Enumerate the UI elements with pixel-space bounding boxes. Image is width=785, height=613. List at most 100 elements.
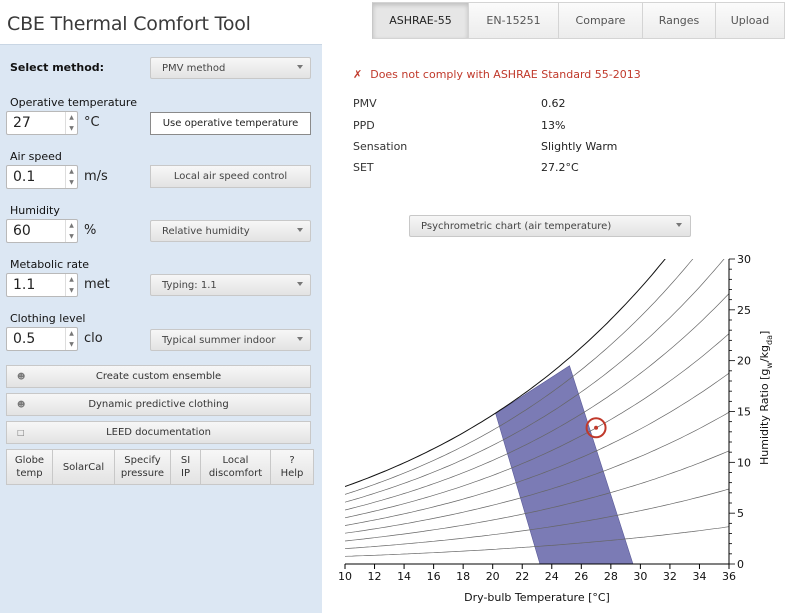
y-tick-label: 20 xyxy=(737,355,751,368)
chevron-down-icon xyxy=(297,65,303,69)
clothing-input[interactable]: 0.5 ▲ ▼ xyxy=(6,327,78,351)
globe-temp-button[interactable]: Globe temp xyxy=(7,450,53,484)
local-discomfort-line2: discomfort xyxy=(208,468,263,479)
local-discomfort-button[interactable]: Local discomfort xyxy=(201,450,271,484)
humidity-label: Humidity xyxy=(10,204,60,217)
tab-bar: ASHRAE-55 EN-15251 Compare Ranges Upload xyxy=(372,2,785,39)
globe-temp-line2: temp xyxy=(16,468,43,479)
y-tick-label: 25 xyxy=(737,304,751,317)
globe-temp-line1: Globe xyxy=(14,455,45,466)
specify-pressure-line2: pressure xyxy=(120,468,165,479)
x-tick-label: 20 xyxy=(486,570,500,583)
metabolic-value: 1.1 xyxy=(13,277,36,293)
select-method-label: Select method: xyxy=(10,61,105,74)
leed-documentation-button[interactable]: □ LEED documentation xyxy=(6,421,311,444)
set-value: 27.2°C xyxy=(541,161,579,174)
spinner-icon[interactable]: ▲ ▼ xyxy=(65,112,77,134)
metabolic-input[interactable]: 1.1 ▲ ▼ xyxy=(6,273,78,297)
spinner-icon[interactable]: ▲ ▼ xyxy=(65,274,77,296)
set-label: SET xyxy=(353,161,374,174)
metabolic-unit: met xyxy=(84,277,110,292)
y-tick-label: 15 xyxy=(737,406,751,419)
x-axis-label: Dry-bulb Temperature [°C] xyxy=(464,591,610,604)
tools-button-row: Globe temp SolarCal Specify pressure SI IP … xyxy=(6,449,314,485)
local-discomfort-line1: Local xyxy=(222,455,249,466)
metabolic-label: Metabolic rate xyxy=(10,258,90,271)
solarcal-button[interactable]: SolarCal xyxy=(53,450,115,484)
y-tick-label: 5 xyxy=(737,507,744,520)
clothing-unit: clo xyxy=(84,331,103,346)
specify-pressure-line1: Specify xyxy=(124,455,161,466)
chevron-down-icon xyxy=(676,223,682,227)
clothing-select[interactable]: Typical summer indoor xyxy=(150,329,311,351)
person-icon: ☻ xyxy=(17,400,26,409)
si-label: SI xyxy=(180,455,191,466)
x-tick-label: 36 xyxy=(722,570,736,583)
help-label: Help xyxy=(280,468,304,479)
tab-ranges[interactable]: Ranges xyxy=(643,2,716,39)
operative-temp-unit: °C xyxy=(84,115,100,130)
pmv-label: PMV xyxy=(353,97,377,110)
rh-curve-60 xyxy=(345,333,729,519)
help-button[interactable]: ? Help xyxy=(271,450,313,484)
leed-documentation-label: LEED documentation xyxy=(106,427,211,438)
x-tick-label: 26 xyxy=(574,570,588,583)
humidity-input[interactable]: 60 ▲ ▼ xyxy=(6,219,78,243)
air-speed-label: Air speed xyxy=(10,150,62,163)
x-tick-label: 16 xyxy=(427,570,441,583)
operative-temp-input[interactable]: 27 ▲ ▼ xyxy=(6,111,78,135)
y-axis-label: Humidity Ratio [gw/kgda] xyxy=(758,331,774,465)
spinner-icon[interactable]: ▲ ▼ xyxy=(65,220,77,242)
humidity-unit: % xyxy=(84,223,97,238)
compliance-text: Does not comply with ASHRAE Standard 55-… xyxy=(370,68,641,81)
cross-icon: ✗ xyxy=(353,68,363,81)
rh-curve-80 xyxy=(345,259,725,503)
tab-ashrae-55[interactable]: ASHRAE-55 xyxy=(372,2,469,39)
x-tick-label: 12 xyxy=(368,570,382,583)
pmv-value: 0.62 xyxy=(541,97,566,110)
method-select[interactable]: PMV method xyxy=(150,57,311,79)
air-speed-input[interactable]: 0.1 ▲ ▼ xyxy=(6,165,78,189)
tab-upload[interactable]: Upload xyxy=(716,2,785,39)
humidity-type-value: Relative humidity xyxy=(162,225,250,237)
create-custom-ensemble-button[interactable]: ☻ Create custom ensemble xyxy=(6,365,311,388)
ppd-label: PPD xyxy=(353,119,375,132)
x-tick-label: 32 xyxy=(663,570,677,583)
ip-label: IP xyxy=(181,468,190,479)
solarcal-label: SolarCal xyxy=(62,461,105,473)
chart-type-select[interactable]: Psychrometric chart (air temperature) xyxy=(409,215,691,237)
activity-value: Typing: 1.1 xyxy=(162,279,217,291)
input-panel: Select method: PMV method Operative temp… xyxy=(0,44,322,613)
dynamic-clothing-button[interactable]: ☻ Dynamic predictive clothing xyxy=(6,393,311,416)
use-operative-temp-button[interactable]: Use operative temperature xyxy=(150,112,311,135)
x-tick-label: 10 xyxy=(338,570,352,583)
si-ip-toggle[interactable]: SI IP xyxy=(171,450,201,484)
sensation-value: Slightly Warm xyxy=(541,140,618,153)
chevron-down-icon xyxy=(297,228,303,232)
humidity-type-select[interactable]: Relative humidity xyxy=(150,220,311,242)
app-title: CBE Thermal Comfort Tool xyxy=(7,13,251,35)
sensation-label: Sensation xyxy=(353,140,408,153)
x-tick-label: 24 xyxy=(545,570,559,583)
x-tick-label: 14 xyxy=(397,570,411,583)
state-point xyxy=(594,425,599,430)
document-icon: □ xyxy=(17,428,25,437)
method-select-value: PMV method xyxy=(162,62,226,74)
tab-en-15251[interactable]: EN-15251 xyxy=(469,2,559,39)
operative-temp-label: Operative temperature xyxy=(10,96,137,109)
tab-compare[interactable]: Compare xyxy=(559,2,643,39)
spinner-icon[interactable]: ▲ ▼ xyxy=(65,328,77,350)
rh-curve-30 xyxy=(345,450,729,542)
y-tick-label: 10 xyxy=(737,456,751,469)
compliance-status: ✗ Does not comply with ASHRAE Standard 55… xyxy=(353,68,641,81)
y-tick-label: 30 xyxy=(737,253,751,266)
help-icon: ? xyxy=(289,455,295,466)
spinner-icon[interactable]: ▲ ▼ xyxy=(65,166,77,188)
rh-curve-40 xyxy=(345,411,729,534)
local-air-speed-button[interactable]: Local air speed control xyxy=(150,165,311,188)
specify-pressure-button[interactable]: Specify pressure xyxy=(115,450,171,484)
activity-select[interactable]: Typing: 1.1 xyxy=(150,274,311,296)
x-tick-label: 18 xyxy=(456,570,470,583)
dynamic-clothing-label: Dynamic predictive clothing xyxy=(88,399,229,410)
humidity-value: 60 xyxy=(13,223,31,239)
